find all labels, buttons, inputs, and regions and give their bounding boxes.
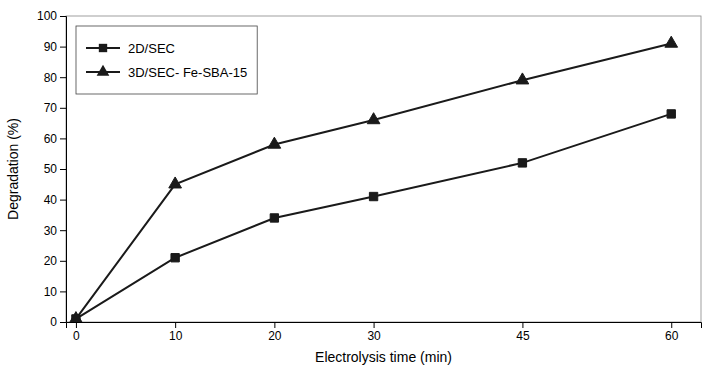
- y-axis-tick: 30: [44, 224, 66, 238]
- x-axis-tick: 10: [169, 322, 183, 343]
- series-marker: [171, 254, 179, 262]
- series-marker: [270, 214, 278, 222]
- x-axis-tick-label: 60: [665, 329, 679, 343]
- y-axis-tick-mark: [60, 47, 66, 48]
- y-axis-tick: 80: [44, 71, 66, 85]
- series-marker: [169, 177, 182, 188]
- x-axis-tick: 45: [516, 322, 530, 343]
- y-axis-tick: 0: [50, 315, 66, 329]
- x-axis-tick-label: 30: [367, 329, 381, 343]
- y-axis-tick-mark: [60, 169, 66, 170]
- y-axis-tick-mark: [60, 230, 66, 231]
- legend-swatch-marker: [99, 44, 107, 52]
- legend-swatch-marker: [97, 65, 110, 76]
- y-axis-tick-label: 0: [50, 315, 57, 329]
- x-axis-tick: 20: [268, 322, 282, 343]
- y-axis-tick-label: 50: [44, 162, 58, 176]
- x-axis-tick-mark: [274, 322, 275, 328]
- y-axis-tick: 60: [44, 132, 66, 146]
- y-axis-tick: 20: [44, 254, 66, 268]
- legend-entry: 2D/SEC: [86, 41, 175, 56]
- legend-entry: 3D/SEC- Fe-SBA-15: [86, 65, 247, 80]
- y-axis-tick-label: 40: [44, 193, 58, 207]
- chart-svg: 0 10 20 30 45 60 0 10 20 30 40 50 60 70 80 90 100 2D/SEC 3…: [0, 0, 721, 374]
- x-axis-title: Electrolysis time (min): [315, 349, 452, 365]
- y-axis-tick-mark: [60, 77, 66, 78]
- series-marker: [667, 110, 675, 118]
- series-marker: [369, 192, 377, 200]
- y-axis-tick-mark: [60, 200, 66, 201]
- x-axis-tick-mark: [374, 322, 375, 328]
- y-axis-tick: 40: [44, 193, 66, 207]
- x-axis: 0 10 20 30 45 60: [67, 322, 702, 343]
- y-axis-tick-label: 30: [44, 224, 58, 238]
- y-axis-tick-label: 100: [37, 9, 57, 23]
- series-marker: [268, 137, 281, 148]
- series-marker: [518, 159, 526, 167]
- legend-box: [76, 26, 257, 94]
- x-axis-tick-label: 45: [516, 329, 530, 343]
- x-axis-tick-mark: [522, 322, 523, 328]
- y-axis-tick: 50: [44, 162, 66, 176]
- x-axis-line: [67, 323, 702, 329]
- legend: 2D/SEC 3D/SEC- Fe-SBA-15: [76, 26, 257, 94]
- y-axis-tick: 90: [44, 40, 66, 54]
- series-marker: [516, 73, 529, 84]
- legend-label: 2D/SEC: [128, 41, 175, 56]
- series-line: [76, 114, 671, 319]
- y-axis: 0 10 20 30 40 50 60 70 80 90 100: [37, 9, 67, 329]
- series-marker: [70, 312, 83, 322]
- y-axis-tick-mark: [60, 108, 66, 109]
- x-axis-tick-mark: [671, 322, 672, 328]
- y-axis-tick: 10: [44, 285, 66, 299]
- y-axis-tick-mark: [60, 16, 66, 17]
- plot-root: 0 10 20 30 45 60 0 10 20 30 40 50 60 70 80 90 100 2D/SEC 3…: [37, 9, 702, 342]
- series-marker: [367, 113, 380, 124]
- x-axis-tick-mark: [76, 322, 77, 328]
- legend-label: 3D/SEC- Fe-SBA-15: [128, 65, 247, 80]
- y-axis-tick-label: 90: [44, 40, 58, 54]
- y-axis-tick-label: 80: [44, 71, 58, 85]
- x-axis-tick-label: 0: [73, 329, 80, 343]
- plot-area: [70, 36, 678, 322]
- y-axis-tick-mark: [60, 322, 66, 323]
- y-axis-tick-label: 70: [44, 101, 58, 115]
- y-axis-tick-mark: [60, 261, 66, 262]
- y-axis-line: [60, 17, 67, 323]
- x-axis-tick-mark: [175, 322, 176, 328]
- x-axis-tick: 30: [367, 322, 381, 343]
- y-axis-tick: 70: [44, 101, 66, 115]
- y-axis-tick: 100: [37, 9, 66, 23]
- x-axis-tick-label: 20: [268, 329, 282, 343]
- y-axis-tick-mark: [60, 138, 66, 139]
- plot-frame: [66, 16, 701, 322]
- y-axis-tick-label: 10: [44, 285, 58, 299]
- series-marker: [665, 36, 678, 47]
- x-axis-tick: 60: [665, 322, 679, 343]
- y-axis-tick-label: 20: [44, 254, 58, 268]
- y-axis-tick-label: 60: [44, 132, 58, 146]
- x-axis-tick-label: 10: [169, 329, 183, 343]
- y-axis-title: Degradation (%): [5, 118, 21, 220]
- x-axis-tick: 0: [73, 322, 80, 343]
- y-axis-tick-mark: [60, 291, 66, 292]
